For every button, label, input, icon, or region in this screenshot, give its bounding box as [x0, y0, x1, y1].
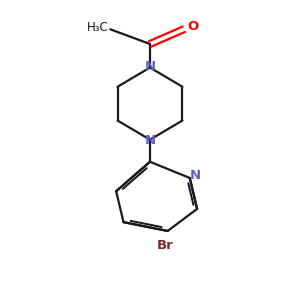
Text: Br: Br — [156, 239, 173, 252]
Text: N: N — [190, 169, 201, 182]
Text: H₃C: H₃C — [87, 21, 109, 34]
Text: N: N — [144, 134, 156, 147]
Text: O: O — [188, 20, 199, 33]
Text: N: N — [144, 61, 156, 74]
